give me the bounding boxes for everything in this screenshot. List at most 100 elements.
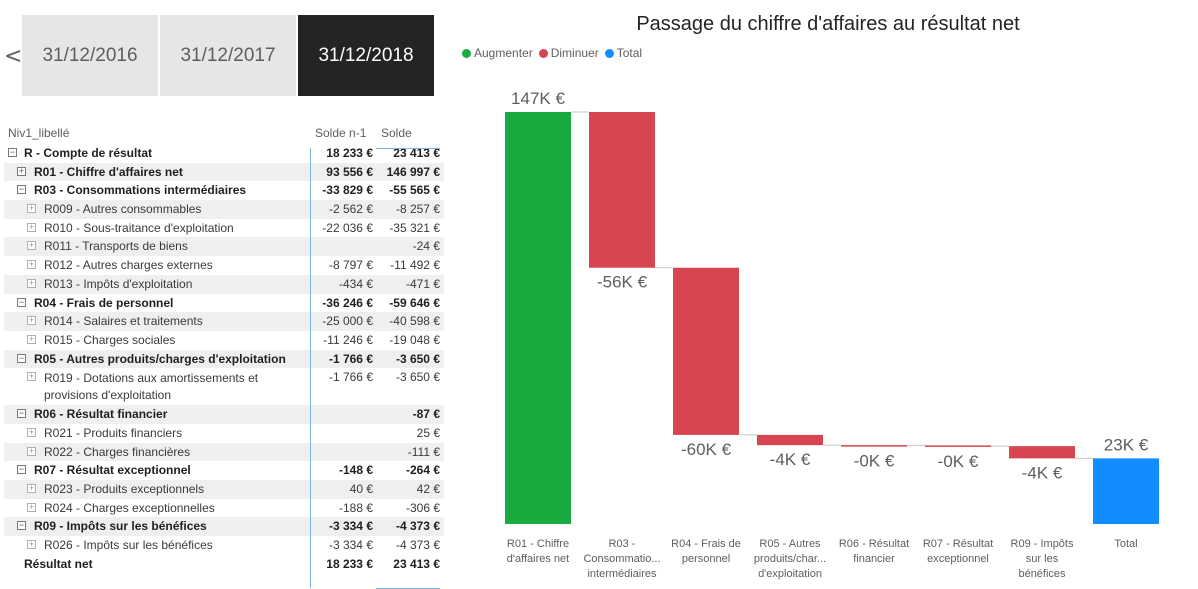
- collapse-icon[interactable]: −: [17, 352, 26, 363]
- chart-legend: Augmenter Diminuer Total: [462, 46, 642, 60]
- cell-solde: 25 €: [416, 425, 440, 440]
- legend-item[interactable]: Diminuer: [538, 46, 599, 60]
- legend-label: Augmenter: [474, 46, 533, 60]
- cell-solde-n-1: -1 766 €: [328, 370, 373, 385]
- row-label: R01 - Chiffre d'affaires net: [34, 164, 183, 179]
- row-label: R014 - Salaires et traitements: [44, 314, 203, 329]
- matrix-row: + R023 - Produits exceptionnels 40 € 42 €: [0, 480, 448, 499]
- category-label: Total: [1114, 538, 1137, 550]
- bar-3[interactable]: [673, 267, 739, 435]
- collapse-icon[interactable]: −: [17, 464, 26, 475]
- column-divider: [310, 148, 311, 588]
- cell-solde: -111 €: [407, 444, 440, 459]
- matrix-row: + R015 - Charges sociales -11 246 € -19 048…: [0, 331, 448, 350]
- bar-4[interactable]: [757, 434, 823, 446]
- cell-solde-n-1: -11 246 €: [323, 332, 373, 347]
- cell-solde: -4 373 €: [395, 519, 440, 534]
- legend-dot-icon: [462, 48, 471, 58]
- bar-8[interactable]: [1093, 458, 1159, 524]
- category-label: R04 - Frais de personnel: [671, 538, 741, 565]
- row-label: R012 - Autres charges externes: [44, 258, 213, 273]
- legend-item[interactable]: Augmenter: [462, 46, 533, 60]
- date-tab-31-12-2018[interactable]: 31/12/2018: [298, 15, 434, 96]
- row-label: R04 - Frais de personnel: [34, 295, 174, 310]
- cell-solde: -8 257 €: [395, 202, 440, 217]
- row-label: R023 - Produits exceptionnels: [44, 482, 205, 496]
- legend-label: Total: [616, 46, 643, 60]
- cell-solde-n-1: -148 €: [338, 463, 373, 478]
- cell-solde-n-1: -8 797 €: [328, 258, 373, 273]
- row-label: Résultat net: [24, 556, 93, 571]
- expand-icon[interactable]: +: [27, 539, 36, 550]
- row-label: R010 - Sous-traitance d'exploitation: [44, 220, 234, 235]
- collapse-icon[interactable]: −: [17, 184, 26, 195]
- bar-6[interactable]: [925, 445, 991, 447]
- legend-item[interactable]: Total: [604, 46, 643, 60]
- cell-solde: -264 €: [405, 463, 440, 478]
- category-label: R07 - Résultat exceptionnel: [923, 538, 993, 565]
- cell-solde-n-1: 18 233 €: [326, 556, 373, 571]
- expand-icon[interactable]: +: [27, 315, 36, 326]
- cell-solde: -59 646 €: [389, 295, 440, 310]
- bar-1[interactable]: [505, 112, 571, 524]
- row-label: R015 - Charges sociales: [44, 332, 176, 347]
- cell-solde-n-1: -3 334 €: [328, 519, 373, 534]
- data-label: -0K €: [938, 452, 979, 471]
- cell-solde-n-1: -36 246 €: [322, 295, 373, 310]
- category-label: R09 - Impôts sur les bénéfices: [1011, 538, 1074, 580]
- matrix-row: + R022 - Charges financières -111 €: [0, 442, 448, 462]
- cell-solde-n-1: -188 €: [338, 500, 373, 515]
- cell-solde: -471 €: [405, 276, 440, 291]
- expand-icon[interactable]: +: [27, 259, 36, 270]
- collapse-icon[interactable]: −: [17, 408, 26, 419]
- expand-icon[interactable]: +: [27, 445, 36, 456]
- matrix-row: + R009 - Autres consommables -2 562 € -8 25…: [0, 200, 448, 219]
- column-header-solde[interactable]: Solde: [381, 126, 412, 140]
- row-label: R024 - Charges exceptionnelles: [44, 500, 215, 515]
- bar-2[interactable]: [589, 112, 655, 268]
- data-label: 23K €: [1104, 435, 1149, 454]
- cell-solde-n-1: -25 000 €: [322, 314, 373, 329]
- cell-solde-n-1: 40 €: [349, 482, 373, 496]
- date-slicer: 31/12/2016 31/12/2017 31/12/2018: [22, 15, 434, 96]
- matrix-row: + R011 - Transports de biens -24 €: [0, 237, 448, 256]
- cell-solde: 146 997 €: [386, 164, 440, 179]
- matrix-row: − R04 - Frais de personnel -36 246 € -59 64…: [0, 294, 448, 313]
- row-label: R05 - Autres produits/charges d'exploita…: [34, 351, 286, 366]
- expand-icon[interactable]: +: [27, 240, 36, 251]
- matrix-row: + R019 - Dotations aux amortissements et …: [0, 368, 448, 405]
- expand-icon[interactable]: +: [27, 203, 36, 214]
- expand-icon[interactable]: +: [27, 501, 36, 512]
- collapse-icon[interactable]: −: [8, 147, 17, 157]
- row-label: R013 - Impôts d'exploitation: [44, 276, 193, 291]
- matrix-row: − R09 - Impôts sur les bénéfices -3 334 € -…: [0, 517, 448, 536]
- bar-7[interactable]: [1009, 446, 1075, 459]
- cell-solde: -19 048 €: [389, 332, 440, 347]
- legend-dot-icon: [604, 48, 614, 58]
- bar-5[interactable]: [841, 445, 907, 447]
- column-header-label[interactable]: Niv1_libellé: [8, 126, 70, 140]
- collapse-icon[interactable]: −: [17, 296, 26, 307]
- expand-icon[interactable]: +: [27, 426, 36, 437]
- data-label: 147K €: [511, 89, 565, 108]
- matrix-row: + R01 - Chiffre d'affaires net 93 556 € 146…: [0, 162, 448, 182]
- row-label: R06 - Résultat financier: [34, 407, 168, 422]
- data-label: -60K €: [681, 440, 732, 459]
- cell-solde: -3 650 €: [395, 351, 440, 366]
- row-label: R - Compte de résultat: [24, 146, 153, 160]
- cell-solde: -11 492 €: [390, 258, 440, 273]
- expand-icon[interactable]: +: [27, 277, 36, 288]
- column-header-solde-n-1[interactable]: Solde n-1: [315, 126, 367, 140]
- expand-icon[interactable]: +: [27, 371, 36, 382]
- expand-icon[interactable]: +: [27, 221, 36, 232]
- previous-chevron-icon[interactable]: <: [4, 44, 23, 69]
- expand-icon[interactable]: +: [27, 333, 36, 344]
- category-label: R01 - Chiffre d'affaires net: [507, 538, 569, 565]
- expand-icon[interactable]: +: [27, 483, 36, 493]
- date-tab-31-12-2017[interactable]: 31/12/2017: [160, 15, 296, 96]
- row-label: R009 - Autres consommables: [44, 202, 202, 217]
- date-tab-31-12-2016[interactable]: 31/12/2016: [22, 15, 158, 96]
- matrix-body: − R - Compte de résultat 18 233 €23 413 € +…: [0, 144, 448, 573]
- collapse-icon[interactable]: −: [17, 520, 26, 531]
- expand-icon[interactable]: +: [17, 165, 26, 176]
